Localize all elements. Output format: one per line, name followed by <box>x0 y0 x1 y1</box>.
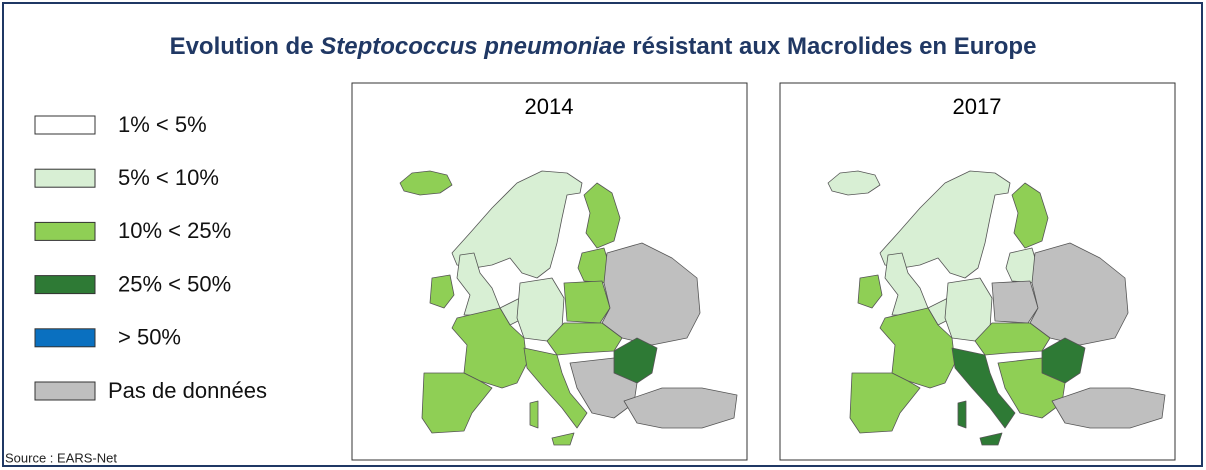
legend-label: > 50% <box>118 325 181 350</box>
title-prefix: Evolution de <box>170 33 314 60</box>
legend-label: 1% < 5% <box>118 112 207 137</box>
legend-swatch <box>34 275 96 295</box>
legend: 1% < 5% 5% < 10% 10% < 25% 25% < 50% > 50% Pa… <box>34 112 267 403</box>
legend-swatch <box>34 381 96 401</box>
title: Evolution de Steptococcus pneumoniae rés… <box>170 33 1037 60</box>
legend-label: 10% < 25% <box>118 218 231 243</box>
legend-swatch <box>34 328 96 348</box>
title-italic: Steptococcus pneumoniae <box>320 33 625 60</box>
map-2014: 2014 <box>351 82 748 461</box>
legend-label: Pas de données <box>108 378 267 403</box>
map-2017: 2017 <box>779 82 1176 461</box>
legend-label: 25% < 50% <box>118 271 231 296</box>
source: Source : EARS-Net <box>5 450 117 465</box>
map-year: 2014 <box>525 94 574 119</box>
legend-label: 5% < 10% <box>118 165 219 190</box>
map-year: 2017 <box>953 94 1002 119</box>
legend-swatch <box>34 221 96 241</box>
legend-swatch <box>34 168 96 188</box>
legend-swatch <box>34 115 96 135</box>
title-suffix: résistant aux Macrolides en Europe <box>632 33 1036 60</box>
